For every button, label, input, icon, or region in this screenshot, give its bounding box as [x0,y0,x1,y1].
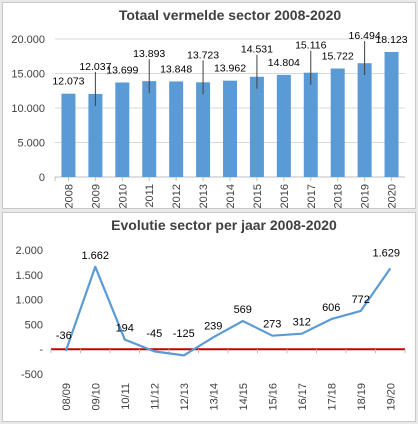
x-tick-label: 2012 [171,184,183,208]
data-label: 13.848 [160,63,192,75]
y-tick-label: 1.500 [15,270,43,282]
x-tick-label: 2017 [306,184,318,208]
data-label: -125 [173,328,195,340]
bar [276,74,291,177]
x-tick-label: 15/16 [267,383,279,411]
bar [249,76,264,177]
x-tick-label: 2014 [225,184,237,208]
y-tick-label: 2.000 [15,245,43,257]
data-label: 13.699 [106,64,138,76]
series-line [64,265,392,357]
y-tick-label: 20.000 [11,34,45,46]
x-tick-label: 2009 [90,184,102,208]
y-tick-label: 500 [25,319,43,331]
x-tick-label: 13/14 [208,383,220,411]
bar [357,63,372,177]
data-label: 13.893 [133,48,165,60]
x-tick-label: 2020 [387,184,399,208]
data-label: 12.037 [79,61,111,73]
data-label: 1.629 [372,247,400,259]
bar [88,93,103,177]
x-tick-label: 2010 [117,184,129,208]
data-label: 239 [204,320,222,332]
x-tick-label: 2011 [144,184,156,208]
y-tick-label: 15.000 [11,69,45,81]
y-tick-label: 10.000 [11,103,45,115]
data-label: -45 [146,328,162,340]
data-label: 15.116 [295,40,326,52]
x-tick-label: 2018 [333,184,345,208]
data-label: 312 [293,317,311,329]
data-label: 569 [234,304,252,316]
y-tick-label: 0 [39,172,45,184]
bar [142,81,157,177]
bar [196,82,211,177]
data-label: 14.531 [241,44,273,56]
data-label: 772 [352,294,370,306]
line-chart-panel: Evolutie sector per jaar 2008-2020 -500-5… [2,212,416,422]
data-label: 13.723 [187,49,219,61]
data-label: 12.073 [52,76,84,88]
x-tick-label: 12/13 [179,383,191,411]
bar-chart-panel: Totaal vermelde sector 2008-2020 0 5.000 10… [2,2,416,209]
y-tick-label: - [39,344,43,356]
x-tick-label: 17/18 [326,383,338,411]
x-tick-label: 19/20 [385,383,397,411]
data-label: 16.494 [349,30,381,42]
x-tick-label: 09/10 [90,383,102,411]
y-tick-label: 5.000 [17,138,45,150]
bar [169,81,184,177]
y-tick-label: -500 [21,369,43,381]
data-label: -36 [56,330,72,342]
x-tick-label: 11/12 [149,383,161,410]
x-tick-label: 10/11 [120,383,132,410]
data-label: 14.804 [268,57,300,69]
bar [223,80,237,177]
bar [303,72,318,177]
bar [330,68,345,177]
data-label: 15.722 [322,51,354,63]
bar [384,51,399,177]
data-label: 606 [322,302,340,314]
x-tick-label: 2019 [360,184,372,208]
data-label: 273 [263,319,281,331]
y-tick-label: 1.000 [15,295,43,307]
x-tick-label: 2015 [252,184,264,208]
x-tick-label: 18/19 [356,383,368,411]
data-label: 194 [116,323,134,335]
x-tick-label: 2016 [279,184,291,208]
x-tick-label: 14/15 [238,383,250,411]
chart-title: Totaal vermelde sector 2008-2020 [119,7,342,23]
x-tick-label: 16/17 [297,383,309,411]
x-tick-label: 2008 [63,184,75,208]
bar [115,82,130,177]
chart-title: Evolutie sector per jaar 2008-2020 [111,217,337,233]
data-label: 18.123 [375,34,407,46]
x-tick-label: 08/09 [61,383,73,411]
data-label: 1.662 [81,250,109,262]
bar [61,93,76,177]
bar-chart: Totaal vermelde sector 2008-2020 0 5.000 10… [11,7,407,208]
line-chart: Evolutie sector per jaar 2008-2020-500-5… [15,217,406,411]
data-label: 13.962 [214,63,246,75]
x-tick-label: 2013 [198,184,210,208]
